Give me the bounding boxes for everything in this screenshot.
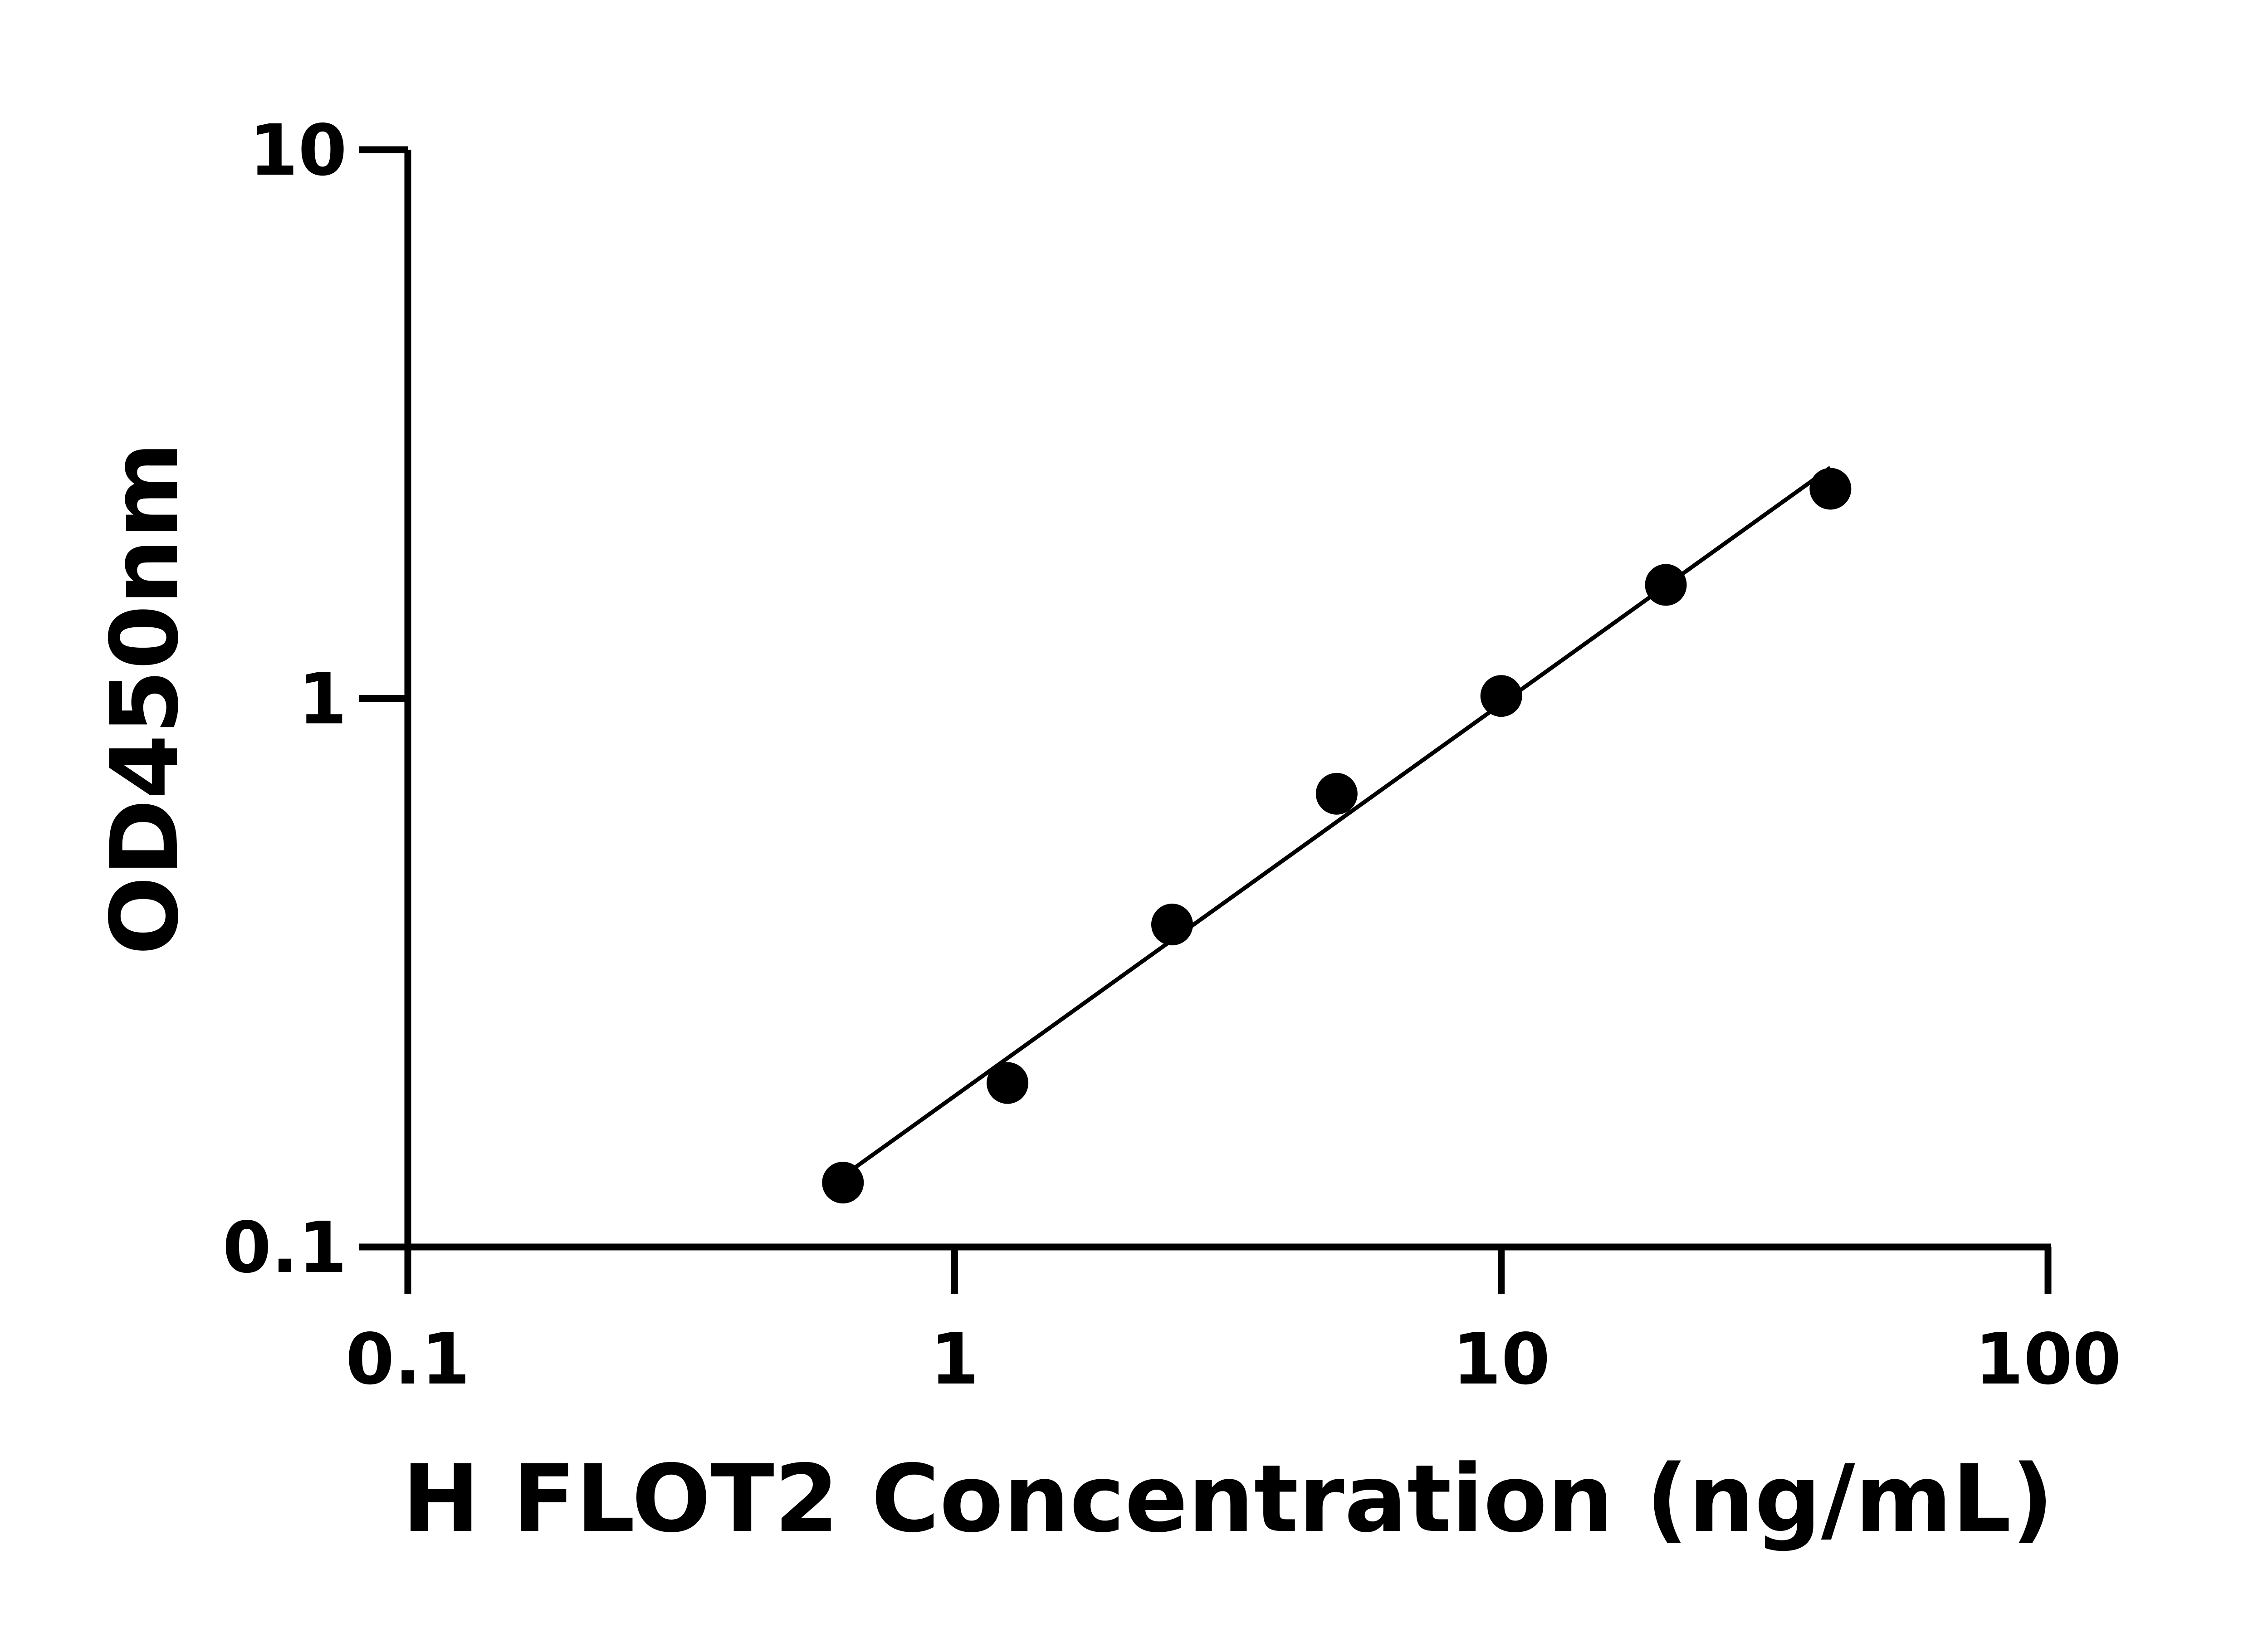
x-tick-label: 1 (930, 1318, 979, 1400)
y-tick-label: 0.1 (222, 1207, 347, 1289)
data-point (822, 1162, 864, 1204)
data-point (1480, 675, 1522, 717)
x-tick-label: 10 (1452, 1318, 1550, 1400)
data-points (822, 468, 1852, 1204)
data-point (1645, 564, 1687, 606)
axes (359, 146, 2052, 1294)
data-point (1809, 468, 1852, 510)
data-point (1315, 772, 1358, 815)
y-tick-label: 10 (249, 109, 347, 191)
tick-labels: 0.1 1 10 100 0.1 1 10 (222, 109, 2121, 1400)
x-axis-label: H FLOT2 Concentration (ng/mL) (402, 1445, 2053, 1553)
data-point (987, 1062, 1029, 1104)
x-tick-label: 100 (1975, 1318, 2121, 1400)
y-tick-label: 1 (298, 658, 347, 740)
data-point (1151, 904, 1193, 946)
y-axis-label: OD450nm (91, 442, 199, 955)
x-tick-label: 0.1 (346, 1318, 470, 1400)
